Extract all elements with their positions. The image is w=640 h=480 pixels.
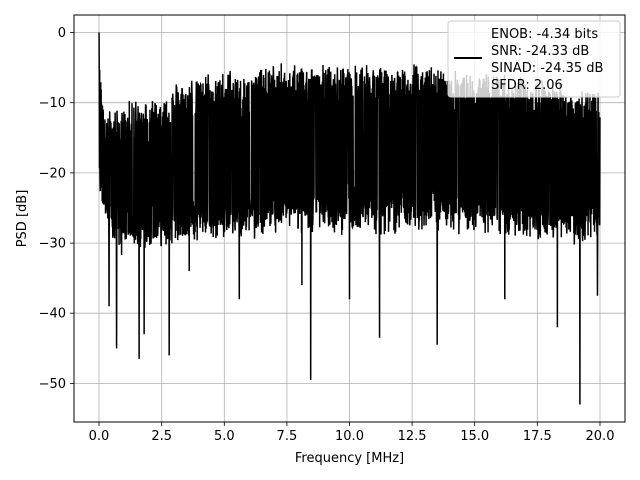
legend-line-sfdr: SFDR: 2.06 <box>491 78 563 93</box>
y-tick-label: −20 <box>39 166 66 181</box>
y-tick-label: −30 <box>39 237 66 252</box>
x-tick-label: 5.0 <box>214 429 235 444</box>
y-tick-label: 0 <box>58 26 66 41</box>
y-axis-label: PSD [dB] <box>15 190 30 248</box>
x-tick-label: 15.0 <box>460 429 489 444</box>
x-axis-label: Frequency [MHz] <box>295 451 404 466</box>
y-tick-label: −50 <box>39 377 66 392</box>
legend-line-snr: SNR: -24.33 dB <box>491 44 589 59</box>
x-tick-label: 20.0 <box>586 429 615 444</box>
legend-line-enob: ENOB: -4.34 bits <box>491 27 598 42</box>
psd-series-line <box>98 32 601 405</box>
legend: ENOB: -4.34 bits SNR: -24.33 dB SINAD: -… <box>447 20 621 98</box>
legend-line-sinad: SINAD: -24.35 dB <box>491 61 603 76</box>
x-tick-label: 12.5 <box>398 429 427 444</box>
legend-box <box>447 20 621 98</box>
x-tick-label: 10.0 <box>335 429 364 444</box>
x-tick-label: 2.5 <box>151 429 172 444</box>
axis-ticks: 0.0 2.5 5.0 7.5 10.0 12.5 15.0 17.5 20.0 0 −10 −20 −… <box>39 26 615 444</box>
y-tick-label: −40 <box>39 307 66 322</box>
x-tick-label: 0.0 <box>89 429 110 444</box>
x-tick-label: 17.5 <box>523 429 552 444</box>
x-tick-label: 7.5 <box>277 429 298 444</box>
data-series <box>98 32 601 405</box>
y-tick-label: −10 <box>39 96 66 111</box>
